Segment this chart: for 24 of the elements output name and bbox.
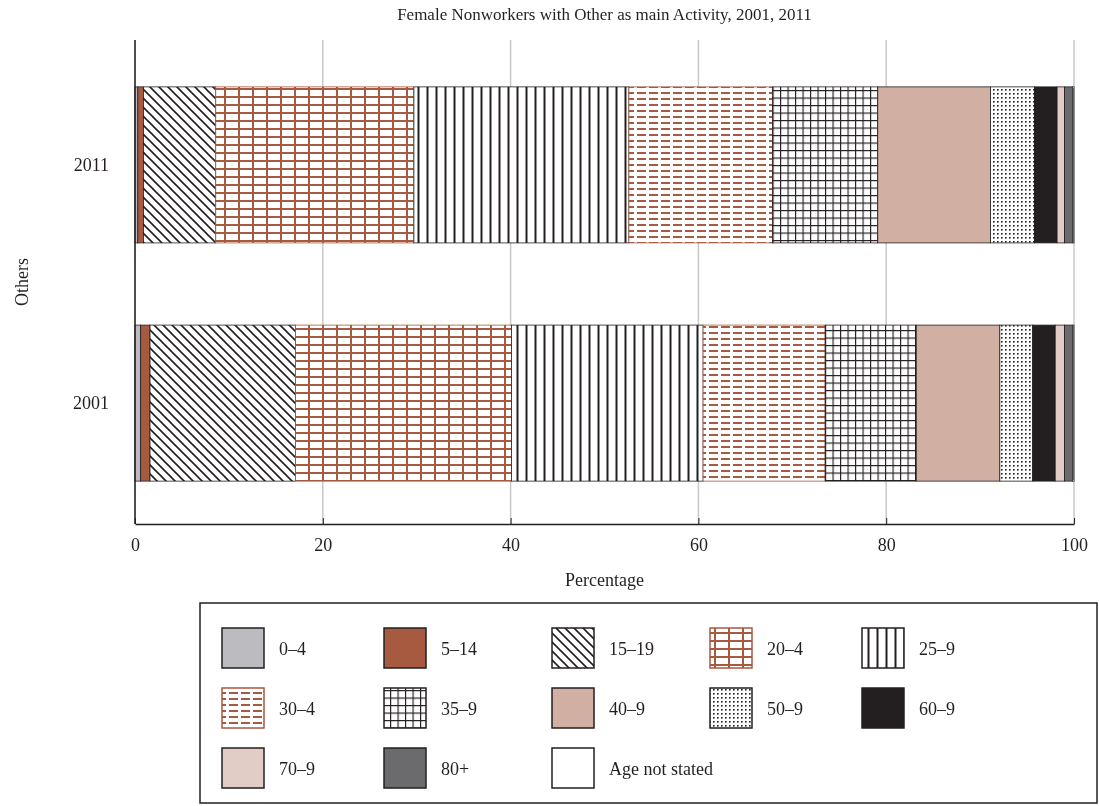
- x-tick-label: 0: [131, 534, 140, 555]
- x-tick-label: 80: [877, 534, 896, 555]
- x-tick-label: 60: [689, 534, 708, 555]
- x-tick-label: 20: [314, 534, 333, 555]
- legend-label: 15–19: [609, 639, 654, 659]
- legend-label: 30–4: [279, 699, 315, 719]
- chart-title: Female Nonworkers with Other as main Activity, 2001, 2011: [397, 5, 812, 24]
- x-tick-label: 40: [502, 534, 521, 555]
- legend-label: 70–9: [279, 759, 315, 779]
- x-tick-label: 100: [1061, 534, 1088, 555]
- y-tick-label: 2011: [73, 154, 109, 175]
- legend-label: 0–4: [279, 639, 306, 659]
- legend-label: 25–9: [919, 639, 955, 659]
- y-axis-title: Others: [12, 258, 32, 306]
- legend-label: Age not stated: [609, 759, 713, 779]
- legend-label: 50–9: [767, 699, 803, 719]
- legend-label: 80+: [441, 759, 470, 779]
- legend-label: 5–14: [441, 639, 477, 659]
- y-tick-label: 2001: [73, 392, 109, 413]
- legend-label: 35–9: [441, 699, 477, 719]
- legend-label: 40–9: [609, 699, 645, 719]
- x-axis-title: Percentage: [565, 570, 644, 590]
- legend-label: 20–4: [767, 639, 803, 659]
- legend-label: 60–9: [919, 699, 955, 719]
